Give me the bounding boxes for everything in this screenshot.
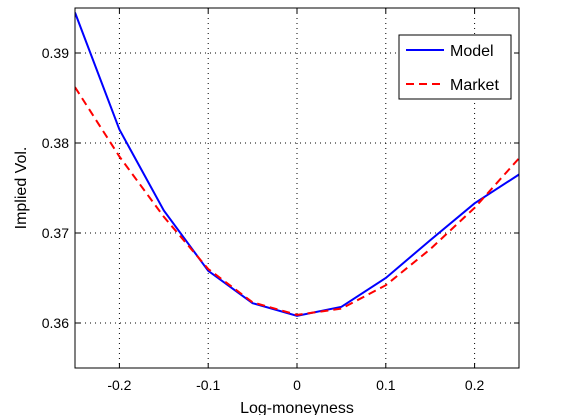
- y-tick-label: 0.36: [42, 315, 69, 331]
- tick-labels: -0.2 -0.1 0 0.1 0.2 0.36 0.37 0.38 0.39: [42, 45, 485, 393]
- x-tick-label: 0.1: [376, 377, 396, 393]
- y-tick-label: 0.39: [42, 45, 69, 61]
- ticks: [75, 8, 519, 368]
- y-tick-label: 0.38: [42, 135, 69, 151]
- legend-market-label: Market: [450, 77, 499, 94]
- legend: Model Market: [398, 34, 512, 100]
- x-tick-label: -0.1: [196, 377, 220, 393]
- y-tick-label: 0.37: [42, 225, 69, 241]
- x-tick-label: -0.2: [107, 377, 131, 393]
- y-axis-label: Implied Vol.: [13, 147, 30, 230]
- x-axis-label: Log-moneyness: [240, 400, 354, 415]
- legend-box: [398, 34, 512, 100]
- series-layer: [75, 12, 519, 317]
- legend-model-label: Model: [450, 43, 494, 60]
- series-line-market: [75, 86, 519, 316]
- x-tick-label: 0: [293, 377, 301, 393]
- x-tick-label: 0.2: [465, 377, 485, 393]
